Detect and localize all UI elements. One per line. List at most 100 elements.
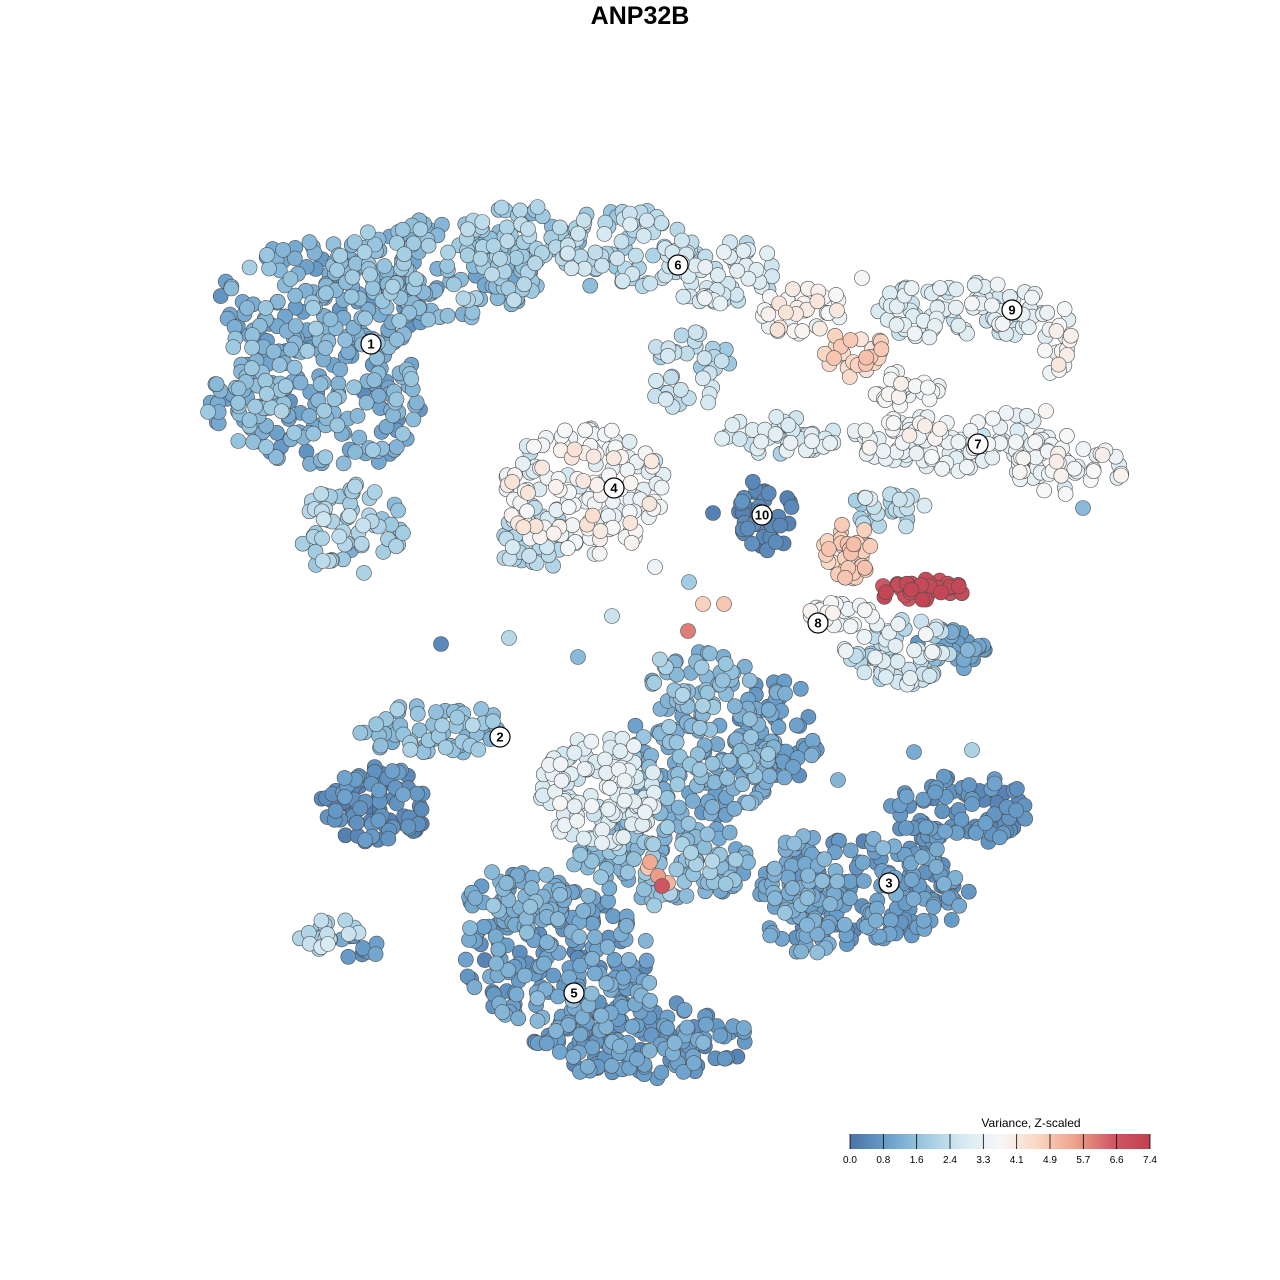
cell-point (467, 890, 484, 906)
cell-point (627, 717, 644, 734)
cell-point (826, 350, 842, 366)
cell-point (666, 1035, 683, 1051)
cell-point (409, 705, 426, 722)
cell-point (473, 701, 489, 717)
cell-point (499, 219, 515, 236)
cell-point (394, 426, 411, 442)
cell-point (698, 1016, 714, 1033)
cell-point (515, 519, 532, 536)
cell-point (223, 280, 240, 297)
cell-point (700, 394, 717, 411)
cell-point (592, 523, 609, 539)
cell-point (357, 310, 374, 327)
cell-point (314, 553, 331, 569)
cell-point (964, 295, 980, 312)
cell-point (384, 278, 401, 295)
cell-point (529, 1013, 546, 1029)
cell-point (566, 798, 583, 815)
cell-point (572, 846, 589, 863)
cell-point (200, 404, 216, 420)
cell-point (1011, 464, 1028, 480)
cell-point (329, 417, 346, 434)
cell-point (1059, 427, 1075, 444)
cell-point (800, 867, 817, 884)
cell-point (830, 772, 846, 788)
cluster-label-9: 9 (1001, 299, 1023, 321)
cell-point (834, 516, 850, 533)
cell-point (612, 743, 629, 760)
cell-point (905, 891, 922, 907)
cell-point (485, 713, 501, 730)
cell-point (856, 629, 873, 645)
cell-point (618, 917, 635, 934)
cell-point (598, 975, 615, 992)
cell-point (1063, 327, 1079, 344)
cell-point (927, 784, 943, 801)
cell-point (271, 357, 288, 373)
cell-point (614, 273, 631, 289)
cell-point (273, 403, 290, 420)
cell-point (767, 534, 784, 550)
cell-point (521, 547, 538, 564)
cell-point (475, 918, 492, 935)
cell-point (984, 449, 1001, 466)
cell-point (804, 433, 820, 450)
cell-point (1024, 289, 1040, 306)
cell-point (1008, 434, 1024, 450)
cell-point (668, 734, 685, 751)
cell-point (964, 742, 980, 758)
cell-point (552, 756, 569, 773)
cell-point (364, 280, 381, 296)
cell-point (837, 569, 854, 586)
cell-point (257, 300, 274, 316)
cell-point (890, 616, 907, 633)
cell-point (244, 360, 260, 377)
cell-point (842, 618, 859, 635)
cell-point (570, 225, 586, 242)
cell-point (534, 459, 551, 476)
cell-point (572, 1026, 589, 1043)
cell-point (619, 864, 636, 881)
cell-point (959, 459, 975, 475)
cluster-label-text: 4 (610, 481, 618, 496)
cell-point (681, 574, 697, 590)
cell-point (349, 408, 366, 424)
cell-point (753, 433, 769, 450)
cluster-label-text: 8 (814, 616, 821, 631)
cell-point (343, 288, 360, 305)
cell-point (283, 341, 299, 358)
cell-point (924, 644, 941, 660)
cell-point (710, 267, 726, 283)
cell-point (739, 520, 756, 537)
cell-point (828, 287, 844, 303)
cell-point (680, 815, 697, 832)
cell-point (230, 380, 247, 397)
cell-point (391, 313, 408, 329)
cell-point (977, 815, 994, 831)
legend-tick-label: 4.9 (1043, 1155, 1057, 1166)
cell-point (629, 1051, 645, 1067)
cell-point (713, 353, 730, 369)
cell-point (348, 814, 365, 831)
cell-point (405, 235, 422, 252)
cell-point (984, 297, 1000, 314)
cell-point (906, 642, 923, 659)
cell-point (780, 417, 797, 433)
cell-point (635, 228, 652, 244)
legend-tick-label: 6.6 (1110, 1155, 1124, 1166)
cell-point (1053, 467, 1070, 484)
cell-point (230, 433, 247, 449)
cell-point (854, 854, 871, 871)
cell-point (778, 304, 794, 321)
cell-point (967, 825, 984, 841)
cell-point (932, 421, 948, 437)
cell-point (539, 934, 555, 951)
cluster-label-text: 6 (674, 258, 681, 273)
cell-point (695, 1034, 712, 1051)
cell-point (948, 281, 964, 298)
cell-point (257, 372, 274, 389)
cluster-label-text: 2 (496, 730, 503, 745)
cell-point (645, 836, 662, 853)
cell-point (376, 258, 393, 274)
cell-point (829, 873, 846, 890)
